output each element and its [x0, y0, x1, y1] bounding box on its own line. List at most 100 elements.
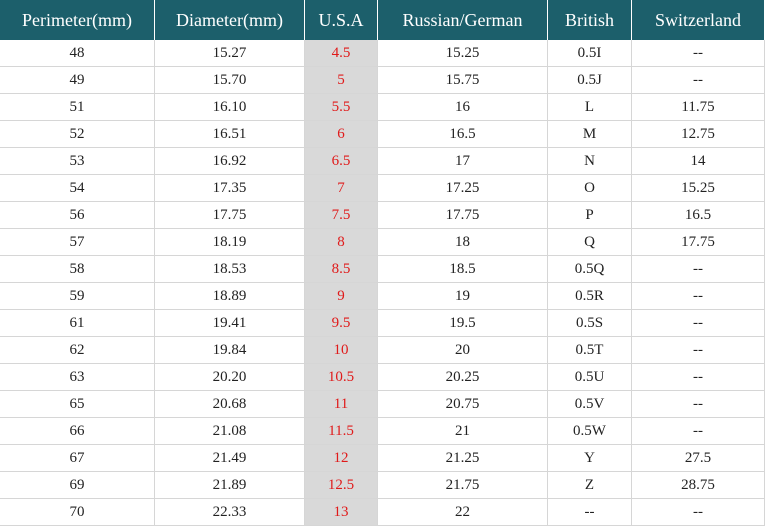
table-cell: 21.89 [155, 472, 305, 499]
column-header: Diameter(mm) [155, 0, 305, 40]
table-cell: 65 [0, 391, 155, 418]
table-cell: 17.75 [155, 202, 305, 229]
table-cell: 9 [305, 283, 378, 310]
table-cell: 51 [0, 94, 155, 121]
table-cell: 16.51 [155, 121, 305, 148]
table-cell: O [548, 175, 632, 202]
table-cell: 21 [378, 418, 548, 445]
table-cell: 22 [378, 499, 548, 526]
table-cell: 20.68 [155, 391, 305, 418]
table-cell: 17.35 [155, 175, 305, 202]
table-cell: 18.89 [155, 283, 305, 310]
table-cell: 58 [0, 256, 155, 283]
table-cell: Q [548, 229, 632, 256]
table-cell: 4.5 [305, 40, 378, 67]
table-cell: 54 [0, 175, 155, 202]
table-cell: 21.49 [155, 445, 305, 472]
table-cell: 7.5 [305, 202, 378, 229]
table-cell: 0.5I [548, 40, 632, 67]
table-cell: 21.75 [378, 472, 548, 499]
table-cell: 0.5U [548, 364, 632, 391]
table-cell: 28.75 [632, 472, 765, 499]
table-cell: 14 [632, 148, 765, 175]
table-cell: 20.25 [378, 364, 548, 391]
table-cell: 21.08 [155, 418, 305, 445]
table-cell: 56 [0, 202, 155, 229]
column-header: British [548, 0, 632, 40]
table-cell: -- [632, 337, 765, 364]
table-cell: -- [632, 283, 765, 310]
table-cell: -- [632, 391, 765, 418]
table-cell: 49 [0, 67, 155, 94]
table-cell: 52 [0, 121, 155, 148]
table-cell: 11 [305, 391, 378, 418]
table-cell: 0.5V [548, 391, 632, 418]
table-cell: 8.5 [305, 256, 378, 283]
table-cell: -- [632, 364, 765, 391]
table-cell: 0.5W [548, 418, 632, 445]
table-cell: 0.5Q [548, 256, 632, 283]
table-cell: 20.75 [378, 391, 548, 418]
table-cell: 5 [305, 67, 378, 94]
table-cell: -- [632, 499, 765, 526]
table-cell: 20 [378, 337, 548, 364]
table-cell: 16.5 [378, 121, 548, 148]
table-cell: -- [632, 67, 765, 94]
table-cell: 18.5 [378, 256, 548, 283]
table-cell: 16.10 [155, 94, 305, 121]
table-cell: 15.25 [378, 40, 548, 67]
table-cell: 59 [0, 283, 155, 310]
table-cell: 15.70 [155, 67, 305, 94]
table-cell: 7 [305, 175, 378, 202]
table-cell: Z [548, 472, 632, 499]
table-cell: 19.84 [155, 337, 305, 364]
table-cell: 10 [305, 337, 378, 364]
table-cell: 21.25 [378, 445, 548, 472]
table-cell: 19.5 [378, 310, 548, 337]
table-cell: 19.41 [155, 310, 305, 337]
table-cell: 22.33 [155, 499, 305, 526]
column-header: Russian/German [378, 0, 548, 40]
table-cell: 69 [0, 472, 155, 499]
column-header: Switzerland [632, 0, 765, 40]
table-cell: 70 [0, 499, 155, 526]
table-cell: 62 [0, 337, 155, 364]
table-cell: 10.5 [305, 364, 378, 391]
table-cell: -- [632, 40, 765, 67]
table-cell: 57 [0, 229, 155, 256]
table-cell: 6 [305, 121, 378, 148]
table-cell: 18.53 [155, 256, 305, 283]
table-cell: 12.5 [305, 472, 378, 499]
table-cell: 11.5 [305, 418, 378, 445]
table-cell: 63 [0, 364, 155, 391]
table-cell: 12 [305, 445, 378, 472]
table-cell: 17.25 [378, 175, 548, 202]
table-cell: 67 [0, 445, 155, 472]
table-cell: 19 [378, 283, 548, 310]
table-cell: 17.75 [632, 229, 765, 256]
table-cell: 5.5 [305, 94, 378, 121]
table-cell: 66 [0, 418, 155, 445]
table-cell: 16 [378, 94, 548, 121]
table-cell: Y [548, 445, 632, 472]
table-cell: 15.75 [378, 67, 548, 94]
table-cell: -- [632, 256, 765, 283]
table-cell: 48 [0, 40, 155, 67]
table-cell: -- [548, 499, 632, 526]
table-cell: 6.5 [305, 148, 378, 175]
table-cell: 13 [305, 499, 378, 526]
table-cell: -- [632, 418, 765, 445]
table-cell: 8 [305, 229, 378, 256]
table-cell: 11.75 [632, 94, 765, 121]
table-cell: -- [632, 310, 765, 337]
table-cell: 17.75 [378, 202, 548, 229]
table-cell: 17 [378, 148, 548, 175]
table-cell: 18 [378, 229, 548, 256]
table-cell: 12.75 [632, 121, 765, 148]
table-cell: 61 [0, 310, 155, 337]
table-cell: 16.92 [155, 148, 305, 175]
table-cell: 27.5 [632, 445, 765, 472]
table-cell: 20.20 [155, 364, 305, 391]
column-header: Perimeter(mm) [0, 0, 155, 40]
table-cell: L [548, 94, 632, 121]
